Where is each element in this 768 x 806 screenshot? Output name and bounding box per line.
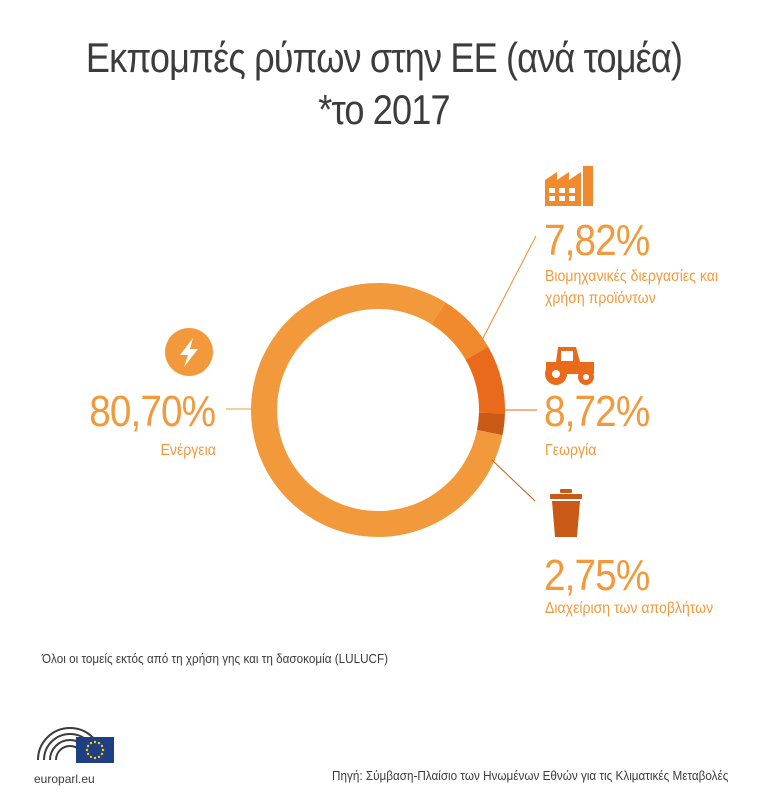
donut-slice-factory xyxy=(431,302,489,360)
chart-title: Εκπομπές ρύπων στην ΕΕ (ανά τομέα) *το 2… xyxy=(54,32,714,136)
trash-can-icon xyxy=(550,489,582,537)
footnote: Όλοι οι τομείς εκτός από τη χρήση γης κα… xyxy=(42,651,389,666)
chart-title-line1: Εκπομπές ρύπων στην ΕΕ (ανά τομέα) xyxy=(85,34,683,81)
tractor-icon xyxy=(545,347,594,385)
label-value-energy: 80,70% xyxy=(88,387,216,436)
eu-star xyxy=(86,752,90,756)
eu-star xyxy=(100,744,104,748)
lightning-icon xyxy=(165,328,213,376)
donut-slice-tractor xyxy=(465,346,505,414)
label-name-industry-line1: Βιομηχανικές διεργασίες και xyxy=(545,268,718,285)
eu-star xyxy=(97,741,101,745)
chart-title-line2: *το 2017 xyxy=(318,86,450,133)
label-value-industry: 7,82% xyxy=(544,216,650,265)
label-name-waste: Διαχείριση των αποβλήτων xyxy=(545,600,714,617)
eu-star xyxy=(89,755,93,759)
donut-slice-trash-can xyxy=(476,412,505,436)
europarl-logo xyxy=(37,727,114,763)
label-name-energy: Ενέργεια xyxy=(160,442,216,459)
leader-line-waste xyxy=(491,459,536,502)
label-name-industry-line2: χρήση προϊόντων xyxy=(545,290,656,307)
label-value-agriculture: 8,72% xyxy=(544,387,650,436)
label-value-waste: 2,75% xyxy=(544,551,650,600)
eu-star xyxy=(86,744,90,748)
eu-star xyxy=(89,741,93,745)
factory-icon xyxy=(545,166,593,206)
eu-star xyxy=(85,748,89,752)
eu-star xyxy=(100,752,104,756)
brand-link[interactable]: europarl.eu xyxy=(34,772,95,786)
eu-star xyxy=(101,748,105,752)
source-note: Πηγή: Σύμβαση-Πλαίσιο των Ηνωμένων Εθνών… xyxy=(331,768,728,783)
eu-star xyxy=(93,756,97,760)
donut-slices xyxy=(251,283,505,537)
eu-star xyxy=(93,740,97,744)
eu-star xyxy=(97,755,101,759)
label-name-agriculture: Γεωργία xyxy=(545,442,597,459)
leader-line-industry xyxy=(480,235,537,343)
